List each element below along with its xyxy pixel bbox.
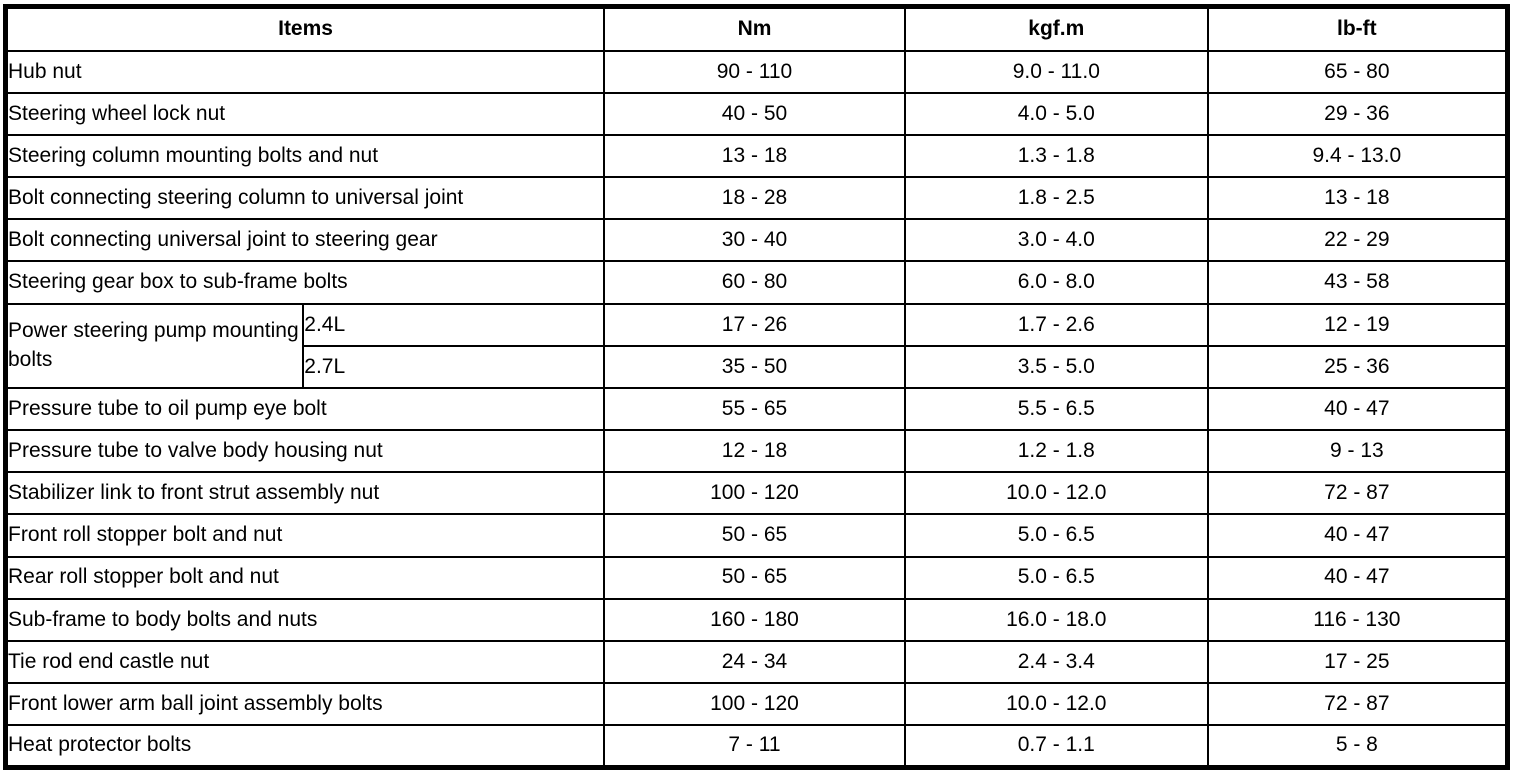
engine-variant-label: 2.7L (302, 344, 606, 389)
table-row-group-2-7l: 2.7L 35 - 50 3.5 - 5.0 25 - 36 (6, 344, 1509, 389)
kgfm-value: 10.0 - 12.0 (903, 682, 1209, 727)
kgfm-value: 1.7 - 2.6 (903, 302, 1209, 347)
table-row: Tie rod end castle nut 24 - 34 2.4 - 3.4… (4, 639, 1509, 685)
nm-value: 24 - 34 (603, 639, 906, 685)
table-row: Bolt connecting universal joint to steer… (4, 218, 1509, 263)
header-lbft: lb-ft (1206, 5, 1509, 52)
lbft-value: 116 - 130 (1206, 597, 1509, 642)
lbft-value: 13 - 18 (1206, 176, 1509, 221)
header-row: Items Nm kgf.m lb-ft (4, 5, 1509, 52)
kgfm-value: 9.0 - 11.0 (903, 49, 1209, 94)
kgfm-value: 3.0 - 4.0 (903, 218, 1209, 263)
table-row: Pressure tube to valve body housing nut … (4, 429, 1509, 474)
lbft-value: 25 - 36 (1206, 344, 1509, 389)
item-label: Pressure tube to oil pump eye bolt (4, 386, 606, 432)
header-kgfm: kgf.m (903, 5, 1209, 52)
lbft-value: 72 - 87 (1206, 471, 1509, 516)
table-row: Steering gear box to sub-frame bolts 60 … (4, 260, 1509, 305)
nm-value: 30 - 40 (603, 218, 906, 263)
lbft-value: 65 - 80 (1206, 49, 1509, 94)
kgfm-value: 5.5 - 6.5 (903, 386, 1209, 432)
kgfm-value: 1.2 - 1.8 (903, 429, 1209, 474)
table-row: Front lower arm ball joint assembly bolt… (4, 682, 1509, 727)
item-label: Tie rod end castle nut (4, 639, 606, 685)
kgfm-value: 5.0 - 6.5 (903, 555, 1209, 600)
nm-value: 40 - 50 (603, 91, 906, 136)
kgfm-value: 10.0 - 12.0 (903, 471, 1209, 516)
nm-value: 55 - 65 (603, 386, 906, 432)
table-row: Bolt connecting steering column to unive… (4, 176, 1509, 221)
nm-value: 13 - 18 (603, 133, 906, 179)
kgfm-value: 1.8 - 2.5 (903, 176, 1209, 221)
table-row: Steering column mounting bolts and nut 1… (4, 133, 1509, 179)
header-items: Items (4, 5, 606, 52)
nm-value: 90 - 110 (603, 49, 906, 94)
torque-spec-table: Items Nm kgf.m lb-ft Hub nut 90 - 110 9.… (3, 4, 1510, 770)
item-label: Bolt connecting universal joint to steer… (4, 218, 606, 263)
lbft-value: 9 - 13 (1206, 429, 1509, 474)
nm-value: 50 - 65 (603, 555, 906, 600)
kgfm-value: 4.0 - 5.0 (903, 91, 1209, 136)
kgfm-value: 2.4 - 3.4 (903, 639, 1209, 685)
kgfm-value: 6.0 - 8.0 (903, 260, 1209, 305)
table-row: Heat protector bolts 7 - 11 0.7 - 1.1 5 … (4, 724, 1509, 769)
nm-value: 50 - 65 (603, 513, 906, 558)
nm-value: 100 - 120 (603, 682, 906, 727)
table-row: Front roll stopper bolt and nut 50 - 65 … (4, 513, 1509, 558)
table-row-group-2-4l: Power steering pump mounting bolts 2.4L … (4, 302, 1509, 389)
table-row: Stabilizer link to front strut assembly … (4, 471, 1509, 516)
lbft-value: 40 - 47 (1206, 513, 1509, 558)
nm-value: 35 - 50 (603, 344, 906, 389)
kgfm-value: 16.0 - 18.0 (903, 597, 1209, 642)
nm-value: 160 - 180 (603, 597, 906, 642)
lbft-value: 22 - 29 (1206, 218, 1509, 263)
lbft-value: 43 - 58 (1206, 260, 1509, 305)
table-row: Steering wheel lock nut 40 - 50 4.0 - 5.… (4, 91, 1509, 136)
item-label: Sub-frame to body bolts and nuts (4, 597, 606, 642)
lbft-value: 12 - 19 (1206, 302, 1509, 347)
item-label: Front roll stopper bolt and nut (4, 513, 606, 558)
item-label: Steering wheel lock nut (4, 91, 606, 136)
item-label: Front lower arm ball joint assembly bolt… (4, 682, 606, 727)
table-row: Hub nut 90 - 110 9.0 - 11.0 65 - 80 (4, 49, 1509, 94)
lbft-value: 40 - 47 (1206, 386, 1509, 432)
item-label: Heat protector bolts (4, 724, 606, 769)
lbft-value: 72 - 87 (1206, 682, 1509, 727)
lbft-value: 29 - 36 (1206, 91, 1509, 136)
table-row: Rear roll stopper bolt and nut 50 - 65 5… (4, 555, 1509, 600)
kgfm-value: 3.5 - 5.0 (903, 344, 1209, 389)
lbft-value: 5 - 8 (1206, 724, 1509, 769)
table-row: Pressure tube to oil pump eye bolt 55 - … (4, 386, 1509, 432)
engine-variant-label: 2.4L (302, 302, 606, 347)
item-label: Stabilizer link to front strut assembly … (4, 471, 606, 516)
kgfm-value: 1.3 - 1.8 (903, 133, 1209, 179)
nm-value: 12 - 18 (603, 429, 906, 474)
item-label: Pressure tube to valve body housing nut (4, 429, 606, 474)
item-label: Rear roll stopper bolt and nut (4, 555, 606, 600)
lbft-value: 17 - 25 (1206, 639, 1509, 685)
group-item-label: Power steering pump mounting bolts (4, 302, 305, 389)
item-label: Hub nut (4, 49, 606, 94)
nm-value: 17 - 26 (603, 302, 906, 347)
lbft-value: 9.4 - 13.0 (1206, 133, 1509, 179)
kgfm-value: 5.0 - 6.5 (903, 513, 1209, 558)
kgfm-value: 0.7 - 1.1 (903, 724, 1209, 769)
nm-value: 100 - 120 (603, 471, 906, 516)
item-label: Steering column mounting bolts and nut (4, 133, 606, 179)
header-nm: Nm (603, 5, 906, 52)
nm-value: 18 - 28 (603, 176, 906, 221)
item-label: Bolt connecting steering column to unive… (4, 176, 606, 221)
lbft-value: 40 - 47 (1206, 555, 1509, 600)
nm-value: 7 - 11 (603, 724, 906, 769)
item-label: Steering gear box to sub-frame bolts (4, 260, 606, 305)
table-row: Sub-frame to body bolts and nuts 160 - 1… (4, 597, 1509, 642)
nm-value: 60 - 80 (603, 260, 906, 305)
